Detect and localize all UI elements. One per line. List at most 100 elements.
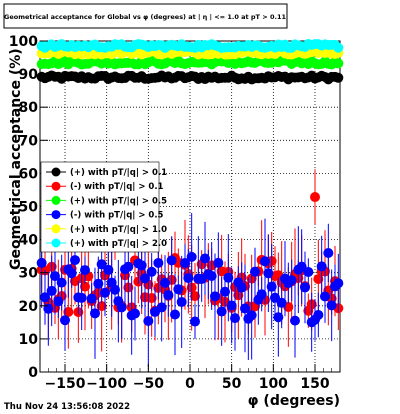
- x-tick-label-6: 150: [300, 376, 329, 392]
- data-point-series-3: [110, 284, 120, 295]
- data-point-series-3: [93, 278, 104, 289]
- legend-label-5: (+) with pT/|q| > 2.0: [70, 239, 167, 249]
- axis-ticks: −150 −100 −50 0 50 100 150 0 10 20 30 40 50 60 70 80 90 1…: [9, 34, 341, 392]
- data-point-series-3: [250, 266, 260, 277]
- data-point-series-3: [263, 268, 274, 279]
- data-point-series-3: [146, 266, 157, 277]
- x-tick-label-2: −50: [133, 376, 164, 392]
- y-tick-label-9: 90: [19, 67, 39, 83]
- title-box: [3, 3, 288, 29]
- data-point-series-3: [53, 296, 64, 307]
- x-tick-label-5: 100: [259, 376, 288, 392]
- x-tick-label-3: 0: [185, 376, 195, 392]
- y-tick-label-3: 30: [19, 266, 39, 282]
- x-tick-label-0: −150: [45, 376, 86, 392]
- data-point-series-3: [303, 266, 314, 277]
- legend-marker-3: [51, 210, 61, 220]
- data-point-series-3: [216, 306, 227, 317]
- data-point-series-3: [313, 309, 324, 320]
- y-tick-label-7: 70: [19, 133, 39, 149]
- x-axis-title: φ (degrees): [248, 393, 340, 409]
- data-point-series-2: [333, 58, 344, 69]
- data-point-series-3: [100, 287, 110, 298]
- data-point-series-3: [256, 289, 267, 300]
- footer-timestamp: Thu Nov 24 13:56:08 2022: [4, 402, 130, 412]
- data-point-series-3: [176, 296, 187, 307]
- data-point-series-1: [310, 192, 320, 203]
- data-point-series-3: [226, 300, 237, 311]
- y-tick-label-10: 100: [9, 34, 38, 50]
- data-point-series-3: [206, 270, 217, 281]
- data-point-series-3: [230, 313, 240, 324]
- data-point-series-3: [36, 257, 47, 268]
- data-point-series-3: [183, 273, 194, 284]
- legend-marker-2: [51, 195, 61, 205]
- data-point-series-3: [76, 292, 87, 303]
- data-point-series-3: [323, 247, 334, 258]
- legend-label-0: (+) with pT/|q| > 0.1: [70, 168, 167, 178]
- y-tick-label-0: 0: [28, 365, 38, 381]
- y-tick-label-1: 10: [19, 332, 39, 348]
- y-tick-label-5: 50: [19, 200, 39, 216]
- data-point-series-3: [196, 273, 207, 284]
- data-point-series-3: [56, 277, 67, 288]
- data-point-series-3: [123, 261, 134, 272]
- data-point-series-3: [260, 256, 270, 267]
- data-point-series-3: [236, 282, 247, 293]
- data-point-series-1: [146, 293, 157, 304]
- x-tick-label-4: 50: [222, 376, 242, 392]
- legend-marker-1: [51, 181, 61, 191]
- data-point-series-3: [153, 257, 164, 268]
- chart-title: Geometrical acceptance for Global vs φ (…: [4, 13, 286, 22]
- data-point-series-3: [240, 303, 250, 314]
- data-point-series-3: [220, 286, 230, 297]
- legend-marker-4: [51, 224, 61, 234]
- data-point-series-0: [333, 72, 344, 83]
- data-point-series-3: [86, 293, 97, 304]
- data-point-series-3: [116, 302, 127, 313]
- y-tick-label-6: 60: [19, 166, 39, 182]
- legend-label-1: (-) with pT/|q| > 0.1: [70, 182, 164, 192]
- data-point-series-3: [50, 271, 60, 282]
- y-tick-label-4: 40: [19, 233, 39, 249]
- data-point-series-1: [63, 306, 74, 317]
- data-point-series-3: [143, 315, 154, 326]
- data-point-series-1: [190, 291, 200, 302]
- data-point-series-3: [136, 260, 147, 271]
- data-point-series-3: [170, 309, 180, 320]
- data-point-series-3: [273, 312, 284, 323]
- legend-label-2: (+) with pT/|q| > 0.5: [70, 196, 167, 206]
- data-point-series-3: [66, 268, 77, 279]
- data-point-series-3: [46, 285, 57, 296]
- data-point-series-3: [326, 300, 337, 311]
- data-point-series-3: [103, 264, 114, 275]
- data-point-series-3: [316, 261, 327, 272]
- data-point-series-3: [290, 315, 300, 326]
- legend-marker-5: [51, 238, 61, 248]
- data-point-series-3: [96, 259, 107, 270]
- data-point-series-3: [246, 310, 257, 321]
- data-point-series-3: [163, 290, 174, 301]
- data-point-series-3: [190, 316, 200, 327]
- data-point-series-3: [60, 315, 70, 326]
- data-point-series-3: [40, 292, 50, 303]
- data-point-series-3: [296, 261, 307, 272]
- data-point-series-3: [43, 303, 54, 314]
- data-point-series-3: [156, 302, 167, 313]
- y-tick-label-8: 80: [19, 100, 39, 116]
- data-point-series-5: [333, 42, 344, 53]
- legend-marker-0: [51, 167, 61, 177]
- x-tick-label-1: −100: [86, 376, 127, 392]
- data-point-series-3: [300, 282, 310, 293]
- data-point-series-3: [180, 258, 190, 269]
- legend-label-4: (+) with pT/|q| > 1.0: [70, 225, 167, 235]
- data-point-series-3: [213, 257, 224, 268]
- data-point-series-3: [173, 284, 184, 295]
- data-point-series-3: [90, 308, 100, 319]
- data-point-series-3: [320, 291, 330, 302]
- data-point-series-3: [210, 291, 220, 302]
- y-tick-label-2: 20: [19, 299, 39, 315]
- data-point-series-3: [286, 275, 297, 286]
- data-point-series-3: [270, 292, 280, 303]
